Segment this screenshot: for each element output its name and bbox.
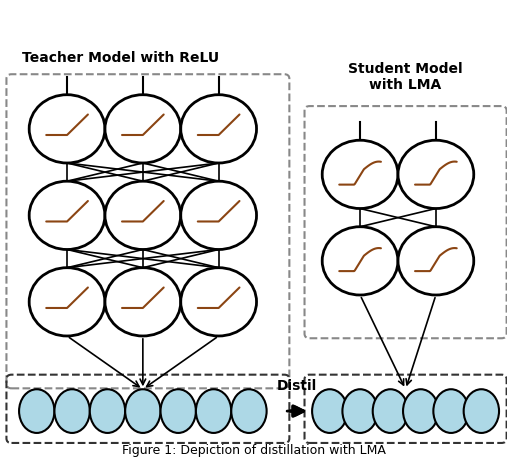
Ellipse shape [19,389,54,433]
Circle shape [322,227,398,295]
Circle shape [398,140,474,208]
Ellipse shape [464,389,499,433]
Ellipse shape [373,389,408,433]
Ellipse shape [125,389,161,433]
Ellipse shape [342,389,378,433]
Ellipse shape [196,389,231,433]
Text: Student Model
with LMA: Student Model with LMA [348,62,463,93]
Circle shape [322,140,398,208]
Circle shape [398,227,474,295]
Ellipse shape [403,389,438,433]
Circle shape [29,181,105,250]
Ellipse shape [433,389,469,433]
Ellipse shape [54,389,90,433]
Text: Teacher Model with ReLU: Teacher Model with ReLU [22,51,219,65]
Circle shape [29,95,105,163]
Ellipse shape [90,389,125,433]
Circle shape [105,181,181,250]
Ellipse shape [312,389,347,433]
Text: Figure 1: Depiction of distillation with LMA: Figure 1: Depiction of distillation with… [122,444,386,457]
Ellipse shape [161,389,196,433]
Circle shape [105,267,181,336]
Circle shape [29,267,105,336]
Text: Distil: Distil [277,379,317,393]
Ellipse shape [231,389,267,433]
Circle shape [181,95,257,163]
Circle shape [181,181,257,250]
Circle shape [181,267,257,336]
Circle shape [105,95,181,163]
